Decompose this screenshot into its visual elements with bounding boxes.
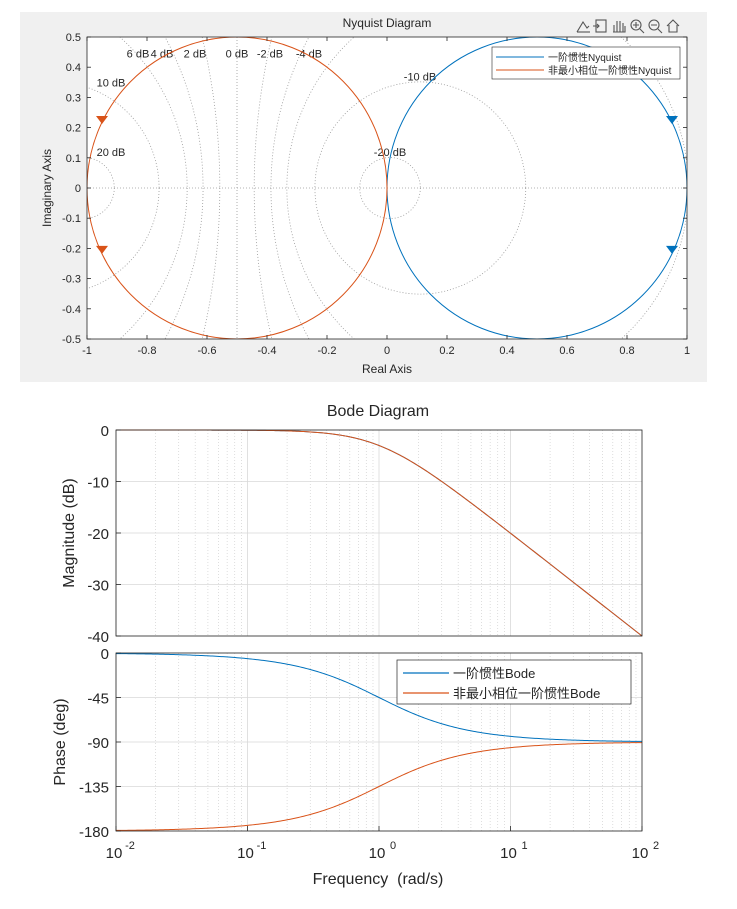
y-tick-label: 0.4 bbox=[66, 62, 81, 74]
pan-hand-icon[interactable] bbox=[613, 21, 626, 33]
phase-y-tick-label: -45 bbox=[87, 691, 109, 708]
legend-box bbox=[396, 659, 632, 705]
legend-entry: 非最小相位一阶惯性Nyquist bbox=[548, 64, 672, 77]
phase-y-tick-label: -90 bbox=[87, 735, 109, 752]
zoom-out-icon[interactable] bbox=[648, 19, 663, 34]
legend-entry: 一阶惯性Bode bbox=[453, 666, 535, 681]
bode-chart: Bode Diagram 0-10-20-30-400-45-90-135-18… bbox=[45, 398, 675, 888]
x-tick-exponent: 1 bbox=[521, 840, 527, 852]
x-tick-label: 10 0 bbox=[369, 840, 396, 862]
y-tick-label: -0.5 bbox=[62, 334, 81, 346]
nyquist-title: Nyquist Diagram bbox=[343, 16, 432, 30]
x-tick-exponent: -1 bbox=[257, 840, 267, 852]
x-tick-exponent: 0 bbox=[390, 840, 396, 852]
home-icon[interactable] bbox=[666, 19, 680, 33]
x-tick-base: 10 bbox=[237, 845, 254, 862]
bode-legend: 一阶惯性Bode 非最小相位一阶惯性Bode bbox=[396, 659, 632, 705]
y-tick-label: -0.1 bbox=[62, 213, 81, 225]
phase-ylabel: Phase (deg) bbox=[52, 698, 69, 785]
db-grid-label: 4 dB bbox=[151, 49, 174, 61]
x-tick-exponent: -2 bbox=[125, 840, 135, 852]
db-grid-label: 6 dB bbox=[127, 49, 150, 61]
mag-y-tick-label: -30 bbox=[87, 578, 109, 595]
phase-y-tick-label: 0 bbox=[101, 646, 109, 663]
mag-y-tick-label: -10 bbox=[87, 475, 109, 492]
db-grid-label: 2 dB bbox=[184, 49, 207, 61]
nyquist-figure: Nyquist Diagram 6 dB 4 dB 2 dB 0 dB -2 dB -4 … bbox=[20, 12, 707, 382]
phase-y-tick-label: -135 bbox=[79, 780, 109, 797]
direction-arrow bbox=[666, 116, 678, 125]
x-tick-label: 10 1 bbox=[500, 840, 527, 862]
y-tick-label: -0.2 bbox=[62, 243, 81, 255]
y-tick-label: 0 bbox=[75, 183, 81, 195]
x-tick-label: -0.8 bbox=[138, 345, 157, 357]
y-tick-label: 0.1 bbox=[66, 153, 81, 165]
y-tick-label: -0.3 bbox=[62, 274, 81, 286]
db-grid-label: 0 dB bbox=[226, 49, 249, 61]
nyquist-ylabel: Imaginary Axis bbox=[40, 149, 54, 227]
bode-xlabel: Frequency (rad/s) bbox=[313, 871, 444, 888]
x-tick-label: 10 -2 bbox=[106, 840, 135, 862]
x-tick-base: 10 bbox=[500, 845, 517, 862]
zoom-in-icon[interactable] bbox=[630, 19, 645, 34]
x-tick-label: 10 -1 bbox=[237, 840, 266, 862]
phase-curve-2 bbox=[115, 742, 643, 831]
magnitude-ylabel: Magnitude (dB) bbox=[61, 478, 78, 587]
x-tick-base: 10 bbox=[632, 845, 649, 862]
direction-arrow bbox=[96, 245, 108, 254]
legend-box bbox=[491, 46, 681, 80]
x-tick-label: 10 2 bbox=[632, 840, 659, 862]
x-tick-label: -0.2 bbox=[318, 345, 337, 357]
mag-y-tick-label: -20 bbox=[87, 526, 109, 543]
x-tick-label: -0.4 bbox=[258, 345, 277, 357]
mag-y-tick-label: 0 bbox=[101, 423, 109, 440]
db-grid-circle bbox=[119, 37, 188, 339]
x-tick-label: 0 bbox=[384, 345, 390, 357]
x-tick-base: 10 bbox=[106, 845, 123, 862]
x-tick-label: 0.6 bbox=[559, 345, 574, 357]
nyquist-xlabel: Real Axis bbox=[362, 362, 412, 376]
phase-y-tick-label: -180 bbox=[79, 824, 109, 841]
y-tick-label: -0.4 bbox=[62, 304, 81, 316]
direction-arrow bbox=[96, 116, 108, 125]
y-tick-label: 0.5 bbox=[66, 32, 81, 44]
x-tick-label: 1 bbox=[684, 345, 690, 357]
nyquist-curve-2 bbox=[87, 37, 388, 339]
legend-entry: 非最小相位一阶惯性Bode bbox=[453, 686, 600, 701]
db-grid-label: 20 dB bbox=[97, 147, 126, 159]
x-tick-label: 0.8 bbox=[619, 345, 634, 357]
nyquist-chart: Nyquist Diagram 6 dB 4 dB 2 dB 0 dB -2 dB -4 … bbox=[20, 12, 707, 382]
x-tick-label: 0.2 bbox=[439, 345, 454, 357]
db-grid-label: -2 dB bbox=[257, 49, 283, 61]
mag-y-tick-label: -40 bbox=[87, 629, 109, 646]
x-tick-label: -1 bbox=[82, 345, 92, 357]
x-tick-label: 0.4 bbox=[499, 345, 514, 357]
y-tick-label: 0.2 bbox=[66, 123, 81, 135]
y-tick-label: 0.3 bbox=[66, 92, 81, 104]
data-tips-icon[interactable] bbox=[576, 20, 590, 33]
legend-entry: 一阶惯性Nyquist bbox=[548, 51, 622, 64]
bode-title: Bode Diagram bbox=[327, 403, 429, 420]
export-icon[interactable] bbox=[593, 19, 607, 33]
db-grid-label: -10 dB bbox=[404, 71, 436, 83]
phase-curve-1 bbox=[115, 653, 643, 742]
x-tick-exponent: 2 bbox=[653, 840, 659, 852]
figure-toolbar bbox=[576, 19, 680, 34]
x-tick-label: -0.6 bbox=[198, 345, 217, 357]
direction-arrow bbox=[666, 245, 678, 254]
bode-figure: Bode Diagram 0 -10 -20 -30 -40 0 -45 -90 -135 -18… bbox=[45, 398, 675, 888]
db-grid-label: 10 dB bbox=[97, 77, 126, 89]
x-tick-base: 10 bbox=[369, 845, 386, 862]
